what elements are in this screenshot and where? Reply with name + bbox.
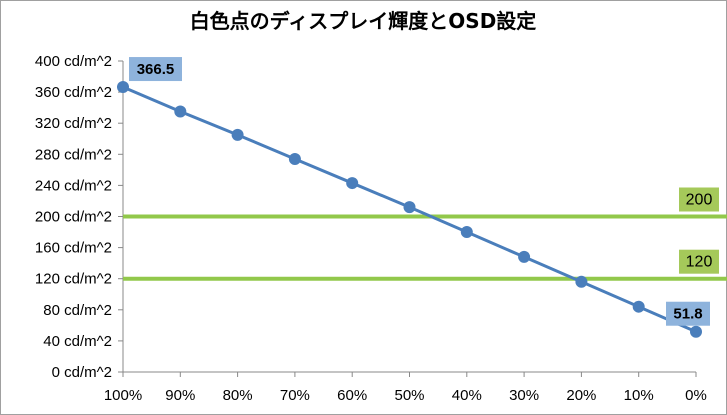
y-tick-label: 200 cd/m^2 [35,209,112,226]
chart-title: 白色点のディスプレイ輝度とOSD設定 [190,9,537,33]
x-tick-label: 90% [165,387,195,404]
y-tick-label: 80 cd/m^2 [43,302,112,319]
data-point [403,201,416,214]
reference-lines: 200 120 [123,187,727,281]
data-point [575,275,588,288]
data-point [174,105,187,118]
series [117,81,702,338]
data-label-box [129,57,182,82]
x-tick-label: 50% [394,387,424,404]
x-tick-label: 60% [337,387,367,404]
data-label: 51.8 [673,306,702,323]
y-tick-label: 120 cd/m^2 [35,271,112,288]
x-tick-label: 20% [566,387,596,404]
y-tick-label: 320 cd/m^2 [35,115,112,132]
data-point [690,325,702,338]
data-point [632,300,645,313]
data-point [288,152,301,165]
y-tick-label: 240 cd/m^2 [35,177,112,194]
x-tick-label: 0% [685,387,707,404]
data-point [231,128,244,141]
data-point [117,81,129,94]
x-tick-label: 30% [509,387,539,404]
reference-label: 200 [686,192,713,209]
x-tick-label: 80% [223,387,253,404]
x-axis: 100% 90% 80% 70% 60% 50% 40% 30% 20% 10% 0% [104,371,707,404]
data-point [518,250,531,263]
x-tick-label: 70% [280,387,310,404]
x-tick-label: 10% [624,387,654,404]
reference-label-box [679,187,719,212]
y-tick-label: 360 cd/m^2 [35,84,112,101]
data-label-box [666,301,710,326]
y-tick-label: 0 cd/m^2 [52,364,112,381]
y-tick-label: 280 cd/m^2 [35,146,112,163]
x-tick-label: 40% [452,387,482,404]
reference-label-box [679,249,719,274]
data-point [460,226,473,239]
y-axis: 0 cd/m^2 40 cd/m^2 80 cd/m^2 120 cd/m^2 160 … [35,53,124,381]
data-labels: 366.5 51.8 [129,57,710,326]
x-tick-label: 100% [104,387,142,404]
y-tick-label: 400 cd/m^2 [35,53,112,70]
y-tick-label: 40 cd/m^2 [43,333,112,350]
reference-label: 120 [686,254,713,271]
data-point [346,177,359,190]
data-label: 366.5 [137,61,175,78]
y-tick-label: 160 cd/m^2 [35,240,112,257]
